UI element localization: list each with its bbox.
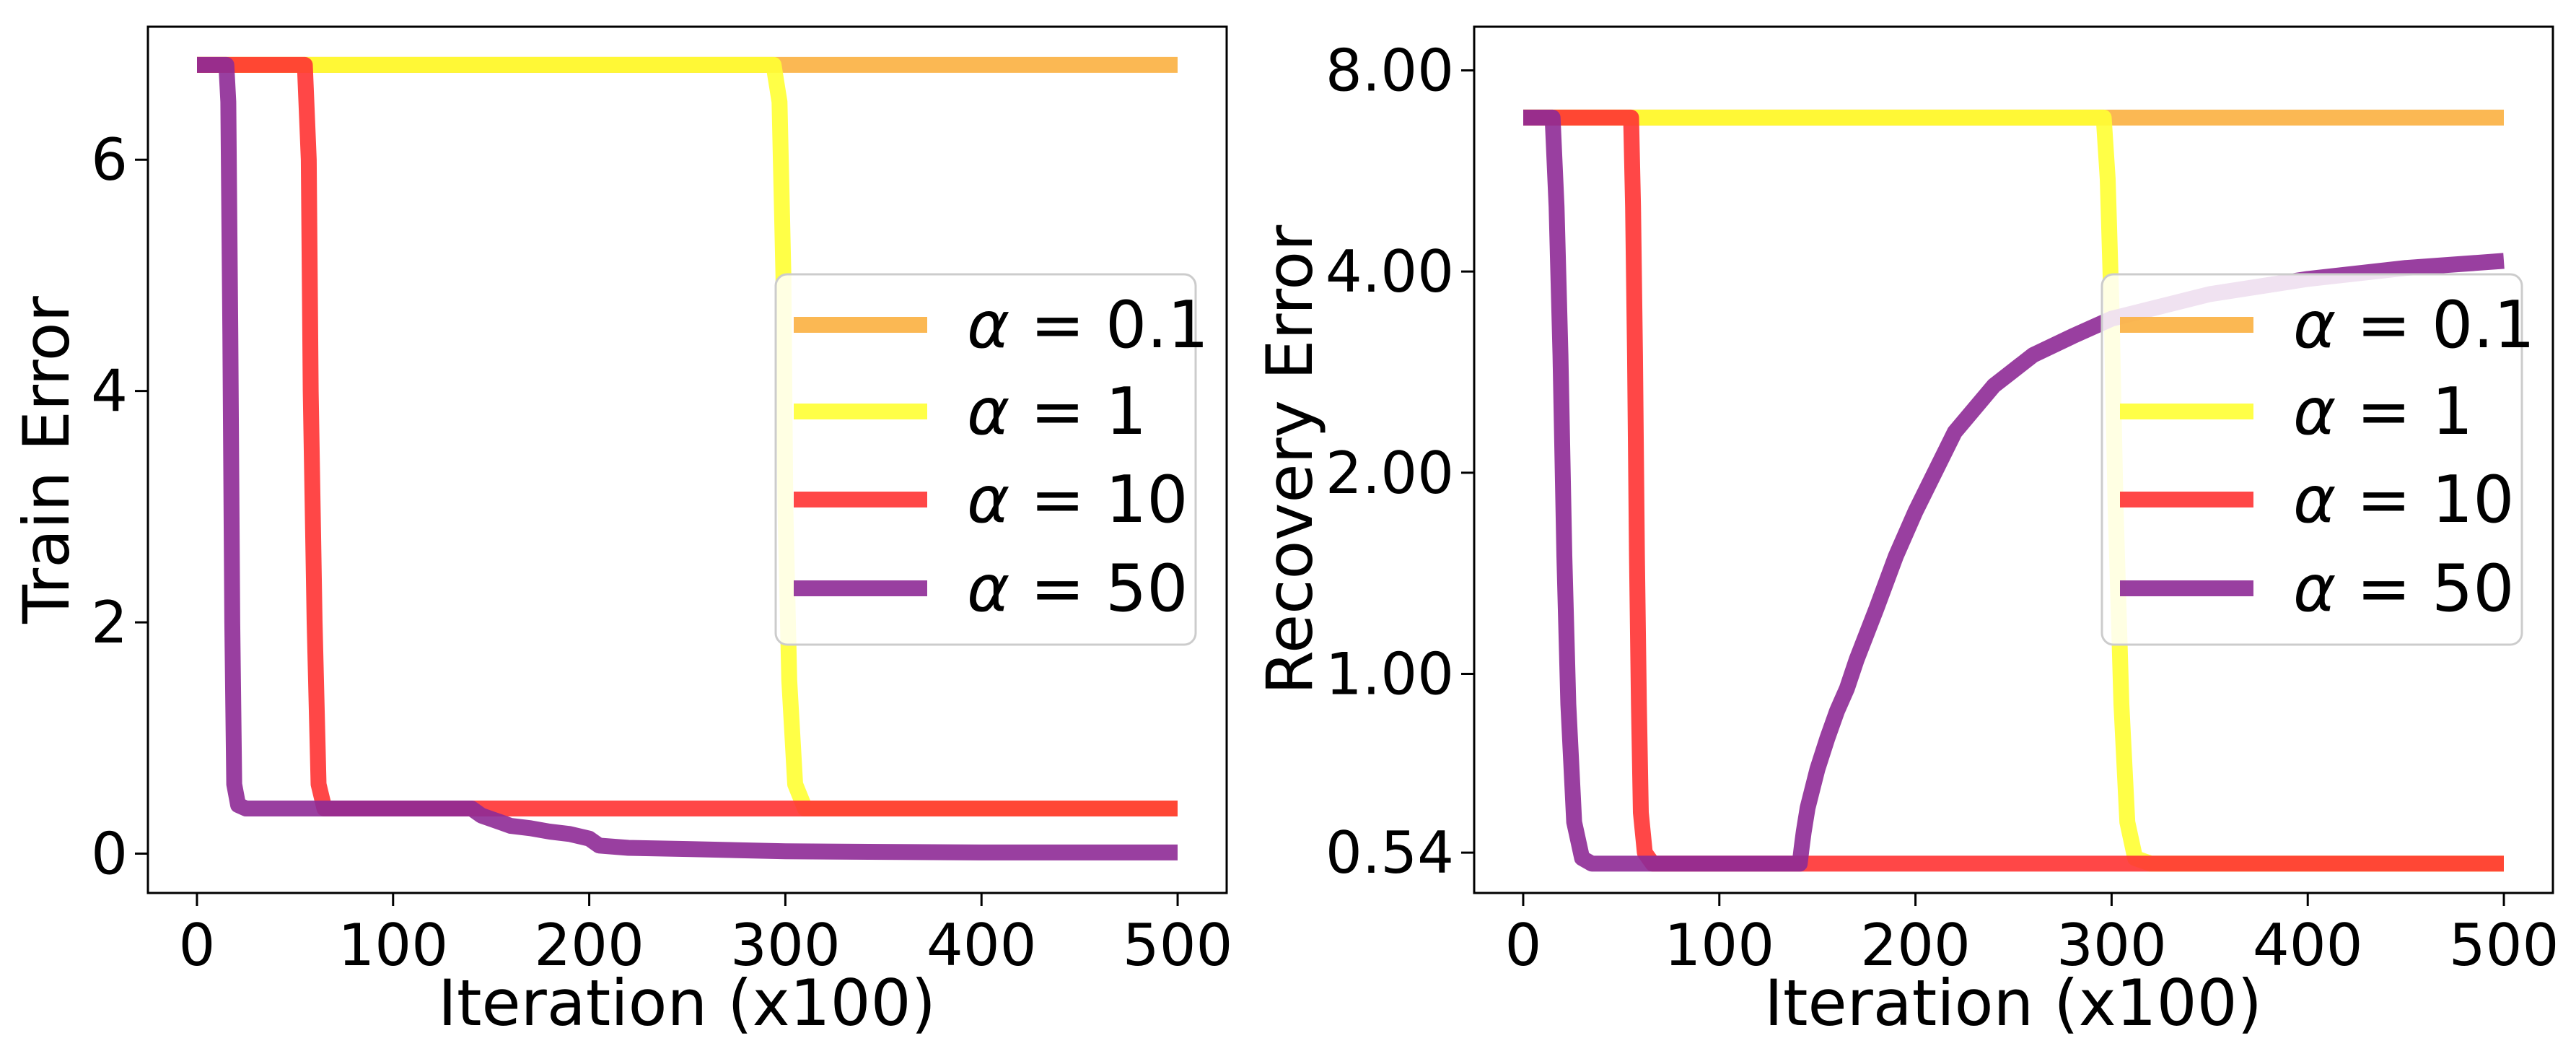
train-x-tick-label: 400 <box>926 912 1037 979</box>
recovery-y-tick-label: 2.00 <box>1326 440 1454 507</box>
recovery-legend-label-alpha-0-1: α = 0.1 <box>2293 287 2535 363</box>
recovery-x-tick-label: 500 <box>2449 912 2559 979</box>
train-legend-label-alpha-1: α = 1 <box>967 374 1147 450</box>
recovery-y-tick-label: 1.00 <box>1326 640 1454 707</box>
recovery-error-plot-frame <box>1473 25 2554 894</box>
recovery-x-tick-label: 100 <box>1664 912 1774 979</box>
train-error-y-ticks: 0 2 4 6 <box>91 126 148 888</box>
recovery-error-x-ticks: 0 100 200 300 400 500 <box>1505 893 2559 979</box>
recovery-x-tick-label: 0 <box>1505 912 1542 979</box>
recovery-y-axis-label: Recovery Error <box>1253 225 1327 694</box>
recovery-error-legend: α = 0.1 α = 1 α = 10 α = 50 <box>2100 273 2535 646</box>
recovery-legend-box <box>2100 273 2523 646</box>
train-y-tick-label: 4 <box>91 358 128 425</box>
recovery-legend-label-alpha-10: α = 10 <box>2293 462 2515 538</box>
train-error-x-ticks: 0 100 200 300 400 500 <box>179 893 1233 979</box>
train-x-tick-label: 300 <box>730 912 841 979</box>
train-error-chart: 0 100 200 300 400 500 0 2 4 6 Iteration … <box>9 25 1233 1040</box>
train-y-tick-label: 2 <box>91 589 128 656</box>
recovery-x-tick-label: 300 <box>2056 912 2167 979</box>
recovery-y-tick-label: 4.00 <box>1326 238 1454 305</box>
train-x-tick-label: 500 <box>1123 912 1233 979</box>
recovery-y-tick-label: 8.00 <box>1326 38 1454 105</box>
recovery-x-tick-label: 200 <box>1860 912 1971 979</box>
recovery-legend-label-alpha-1: α = 1 <box>2293 374 2473 450</box>
train-x-tick-label: 100 <box>338 912 448 979</box>
train-legend-label-alpha-50: α = 50 <box>967 551 1188 627</box>
train-error-legend: α = 0.1 α = 1 α = 10 α = 50 <box>774 273 1209 646</box>
train-series-alpha-50-line <box>197 56 1178 860</box>
train-error-series-group <box>197 56 1178 860</box>
recovery-x-axis-label: Iteration (x100) <box>1764 966 2262 1040</box>
recovery-series-alpha-50-line <box>1523 109 2505 872</box>
train-error-plot-frame <box>146 25 1228 894</box>
train-y-tick-label: 0 <box>91 821 128 888</box>
recovery-error-chart: 0 100 200 300 400 500 0.54 1.00 2.00 4.0… <box>1253 25 2559 1040</box>
recovery-legend-label-alpha-50: α = 50 <box>2293 551 2515 627</box>
train-y-axis-label: Train Error <box>9 295 84 624</box>
train-x-axis-label: Iteration (x100) <box>438 966 936 1040</box>
train-x-tick-label: 200 <box>534 912 644 979</box>
train-legend-box <box>774 273 1197 646</box>
recovery-x-tick-label: 400 <box>2253 912 2363 979</box>
recovery-y-tick-label: 0.54 <box>1326 819 1454 886</box>
train-x-tick-label: 0 <box>179 912 216 979</box>
recovery-error-y-ticks: 0.54 1.00 2.00 4.00 8.00 <box>1326 38 1474 886</box>
train-y-tick-label: 6 <box>91 126 128 193</box>
train-legend-label-alpha-0-1: α = 0.1 <box>967 287 1209 363</box>
train-legend-label-alpha-10: α = 10 <box>967 462 1188 538</box>
